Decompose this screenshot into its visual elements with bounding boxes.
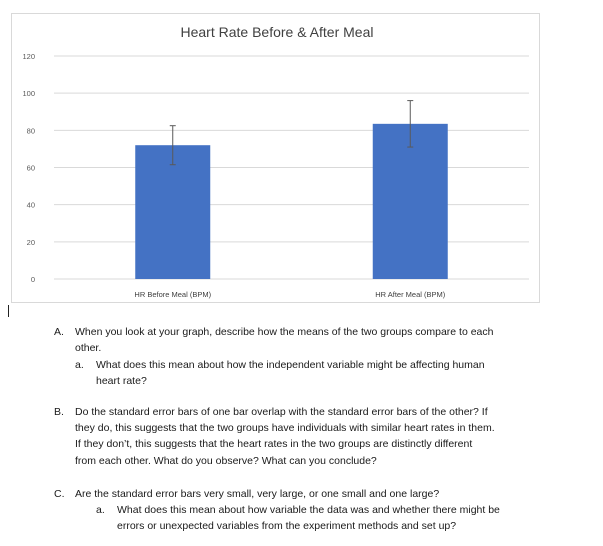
question-c-sub-marker: a. xyxy=(96,504,105,516)
x-category-label: HR After Meal (BPM) xyxy=(375,290,446,299)
question-b-line-1: Do the standard error bars of one bar ov… xyxy=(75,406,488,418)
question-c-sub-line-2: errors or unexpected variables from the … xyxy=(117,520,457,533)
question-b-text: Do the standard error bars of one bar ov… xyxy=(75,404,495,469)
y-tick-label: 0 xyxy=(31,275,35,284)
question-c-marker: C. xyxy=(54,488,65,500)
question-a-line-2: other. xyxy=(75,342,102,355)
x-category-label: HR Before Meal (BPM) xyxy=(134,290,211,299)
y-tick-label: 80 xyxy=(27,126,35,135)
bar-chart: Heart Rate Before & After Meal 0 20 40 60 80… xyxy=(22,24,529,299)
question-b-line-3: If they don’t, this suggests that the he… xyxy=(75,438,473,451)
question-b-line-2: they do, this suggests that the two grou… xyxy=(75,422,495,435)
y-tick-label: 20 xyxy=(27,238,35,247)
question-a-sub-marker: a. xyxy=(75,359,84,371)
question-a-line-1: When you look at your graph, describe ho… xyxy=(75,326,494,338)
bar xyxy=(135,145,211,279)
gridlines xyxy=(54,55,529,280)
question-a-sub-line-1: What does this mean about how the indepe… xyxy=(96,359,485,371)
chart-container: Heart Rate Before & After Meal 0 20 40 60 80… xyxy=(11,13,540,303)
question-a-text: When you look at your graph, describe ho… xyxy=(75,324,494,356)
bar xyxy=(372,123,448,280)
question-a-sub-text: What does this mean about how the indepe… xyxy=(96,357,485,389)
question-a-marker: A. xyxy=(54,326,64,338)
bars xyxy=(135,123,448,280)
y-tick-label: 40 xyxy=(27,201,35,210)
question-c-sub-line-1: What does this mean about how variable t… xyxy=(117,504,500,516)
y-tick-label: 100 xyxy=(22,89,35,98)
question-b-line-4: from each other. What do you observe? Wh… xyxy=(75,454,377,467)
question-b-marker: B. xyxy=(54,406,64,418)
x-axis-labels: HR Before Meal (BPM) HR After Meal (BPM) xyxy=(134,290,445,299)
error-bar xyxy=(169,125,176,166)
text-cursor xyxy=(8,305,9,317)
question-c-line-1: Are the standard error bars very small, … xyxy=(75,488,440,500)
error-bars xyxy=(169,100,414,166)
y-axis-ticks: 0 20 40 60 80 100 120 xyxy=(22,52,35,284)
y-tick-label: 60 xyxy=(27,164,35,173)
question-c-sub-text: What does this mean about how variable t… xyxy=(117,502,500,534)
y-tick-label: 120 xyxy=(22,52,35,61)
question-c-text: Are the standard error bars very small, … xyxy=(75,486,439,502)
error-bar xyxy=(407,100,414,148)
chart-title: Heart Rate Before & After Meal xyxy=(181,24,374,40)
question-a-sub-line-2: heart rate? xyxy=(96,375,147,388)
